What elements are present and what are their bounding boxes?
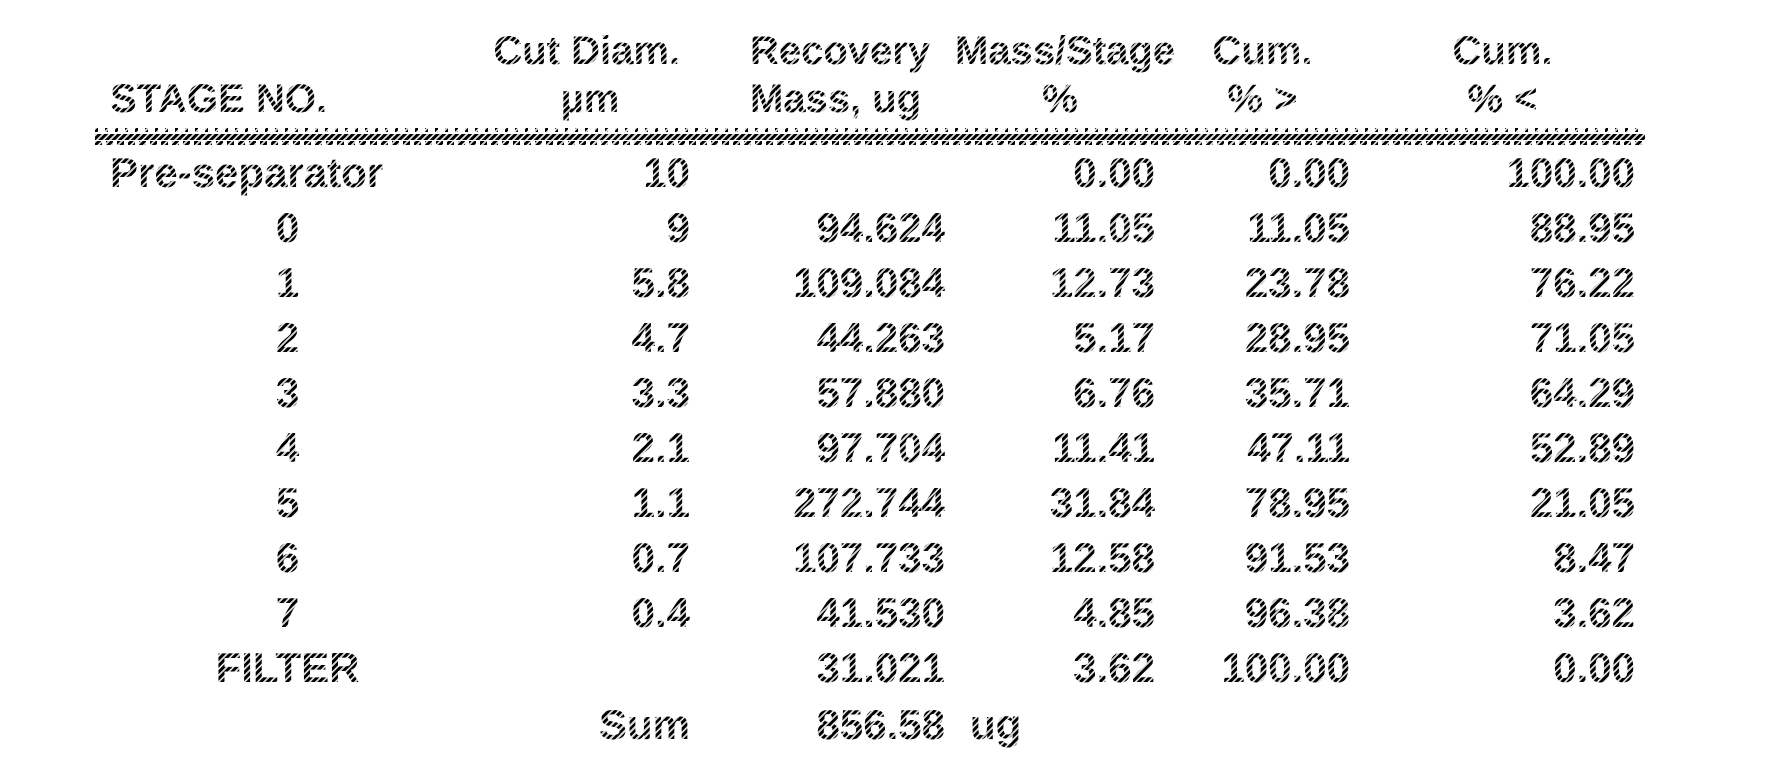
stage-cell: 5: [275, 479, 300, 526]
divider-dashed-line: [95, 141, 1645, 145]
sum-label: Sum: [598, 701, 690, 748]
mass-pct-cell: 11.41: [1052, 424, 1155, 471]
cut-diam-cell: 5.8: [631, 259, 690, 306]
table-row: 1 5.8 109.084 12.73 23.78 76.22: [95, 255, 1645, 310]
stage-cell: 4: [275, 424, 300, 471]
header-divider: [95, 128, 1645, 145]
stage-cell: FILTER: [215, 644, 360, 691]
cum-gt-cell: 0.00: [1268, 149, 1350, 196]
stage-cell: 0: [275, 204, 300, 251]
table-row: 7 0.4 41.530 4.85 96.38 3.62: [95, 585, 1645, 640]
cut-diam-cell: 0.4: [631, 589, 690, 636]
sum-spacer: [95, 697, 480, 752]
cum-gt-cell: 100.00: [1221, 644, 1350, 691]
col-header-pct: %: [1042, 77, 1078, 121]
recovery-mass-cell: [700, 145, 955, 200]
cum-lt-cell: 8.47: [1553, 534, 1635, 581]
cum-lt-cell: 3.62: [1553, 589, 1635, 636]
cum-gt-cell: 28.95: [1244, 314, 1350, 361]
col-header-pct-lt: % <: [1467, 77, 1538, 121]
col-header-pct-gt: % >: [1227, 77, 1298, 121]
cum-lt-cell: 88.95: [1529, 204, 1635, 251]
mass-pct-cell: 0.00: [1073, 149, 1155, 196]
sum-empty-1: [1165, 697, 1360, 752]
table-body: Pre-separator 10 0.00 0.00 100.00 0 9 94…: [95, 145, 1645, 752]
sum-empty-2: [1360, 697, 1645, 752]
stage-cell: 1: [275, 259, 300, 306]
col-header-cum-lt: Cum.: [1452, 29, 1553, 73]
sum-unit: ug: [970, 701, 1022, 748]
mass-pct-cell: 12.58: [1049, 534, 1155, 581]
cut-diam-cell: 0.7: [631, 534, 690, 581]
divider-solid-line: [95, 134, 1645, 140]
cum-lt-cell: 71.05: [1529, 314, 1635, 361]
header-row-1: Cut Diam. Recovery Mass/Stage Cum. Cum.: [95, 26, 1645, 76]
cum-gt-cell: 23.78: [1244, 259, 1350, 306]
impactor-data-table: Cut Diam. Recovery Mass/Stage Cum. Cum. …: [95, 26, 1645, 752]
mass-pct-cell: 6.76: [1073, 369, 1155, 416]
table-row: 3 3.3 57.880 6.76 35.71 64.29: [95, 365, 1645, 420]
table-row: 6 0.7 107.733 12.58 91.53 8.47: [95, 530, 1645, 585]
cum-lt-cell: 76.22: [1529, 259, 1635, 306]
col-header-cut-diam: Cut Diam.: [493, 29, 680, 73]
sum-value: 856.58: [816, 701, 945, 748]
recovery-mass-cell: 109.084: [793, 259, 945, 306]
col-header-mass-ug: Mass, ug: [750, 77, 922, 121]
mass-pct-cell: 3.62: [1073, 644, 1155, 691]
table-row: Pre-separator 10 0.00 0.00 100.00: [95, 145, 1645, 200]
cum-lt-cell: 52.89: [1529, 424, 1635, 471]
recovery-mass-cell: 44.263: [816, 314, 945, 361]
cut-diam-cell: 2.1: [631, 424, 690, 471]
table-row: 0 9 94.624 11.05 11.05 88.95: [95, 200, 1645, 255]
recovery-mass-cell: 94.624: [816, 204, 945, 251]
table-row: FILTER 31.021 3.62 100.00 0.00: [95, 640, 1645, 695]
table-row: 5 1.1 272.744 31.84 78.95 21.05: [95, 475, 1645, 530]
mass-pct-cell: 12.73: [1049, 259, 1155, 306]
cum-gt-cell: 47.11: [1247, 424, 1350, 471]
header-row-2: STAGE NO. µm Mass, ug % % > % <: [95, 76, 1645, 122]
recovery-mass-cell: 97.704: [816, 424, 945, 471]
stage-cell: Pre-separator: [110, 149, 384, 196]
mass-pct-cell: 4.85: [1073, 589, 1155, 636]
cum-gt-cell: 91.53: [1244, 534, 1350, 581]
cut-diam-cell: 1.1: [631, 479, 690, 526]
cum-lt-cell: 100.00: [1506, 149, 1635, 196]
col-header-cum-gt: Cum.: [1212, 29, 1313, 73]
cum-lt-cell: 64.29: [1529, 369, 1635, 416]
cut-diam-cell: [480, 640, 700, 695]
recovery-mass-cell: 41.530: [816, 589, 945, 636]
recovery-mass-cell: 57.880: [816, 369, 945, 416]
stage-cell: 3: [275, 369, 300, 416]
sum-row: Sum 856.58 ug: [95, 697, 1645, 752]
cum-gt-cell: 78.95: [1244, 479, 1350, 526]
table-row: 4 2.1 97.704 11.41 47.11 52.89: [95, 420, 1645, 475]
stage-cell: 6: [275, 534, 300, 581]
mass-pct-cell: 5.17: [1073, 314, 1155, 361]
cum-lt-cell: 21.05: [1529, 479, 1635, 526]
mass-pct-cell: 11.05: [1052, 204, 1155, 251]
recovery-mass-cell: 31.021: [816, 644, 945, 691]
col-header-stage-no: STAGE NO.: [110, 77, 328, 121]
table-row: 2 4.7 44.263 5.17 28.95 71.05: [95, 310, 1645, 365]
cum-gt-cell: 35.71: [1244, 369, 1350, 416]
cut-diam-cell: 3.3: [631, 369, 690, 416]
col-header-mass-stage: Mass/Stage: [955, 29, 1176, 73]
cut-diam-cell: 4.7: [631, 314, 690, 361]
stage-cell: 7: [275, 589, 300, 636]
recovery-mass-cell: 272.744: [793, 479, 945, 526]
stage-cell: 2: [275, 314, 300, 361]
cum-gt-cell: 96.38: [1244, 589, 1350, 636]
col-header-recovery: Recovery: [750, 29, 931, 73]
cum-gt-cell: 11.05: [1247, 204, 1350, 251]
col-header-um: µm: [560, 77, 620, 121]
cut-diam-cell: 10: [643, 149, 690, 196]
divider-dotted-line: [95, 128, 1645, 132]
cut-diam-cell: 9: [666, 204, 690, 251]
header-spacer: [95, 26, 480, 76]
cum-lt-cell: 0.00: [1553, 644, 1635, 691]
recovery-mass-cell: 107.733: [793, 534, 945, 581]
mass-pct-cell: 31.84: [1049, 479, 1155, 526]
